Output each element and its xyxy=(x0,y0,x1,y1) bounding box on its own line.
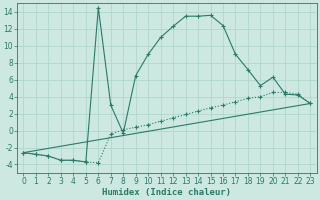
X-axis label: Humidex (Indice chaleur): Humidex (Indice chaleur) xyxy=(102,188,231,197)
